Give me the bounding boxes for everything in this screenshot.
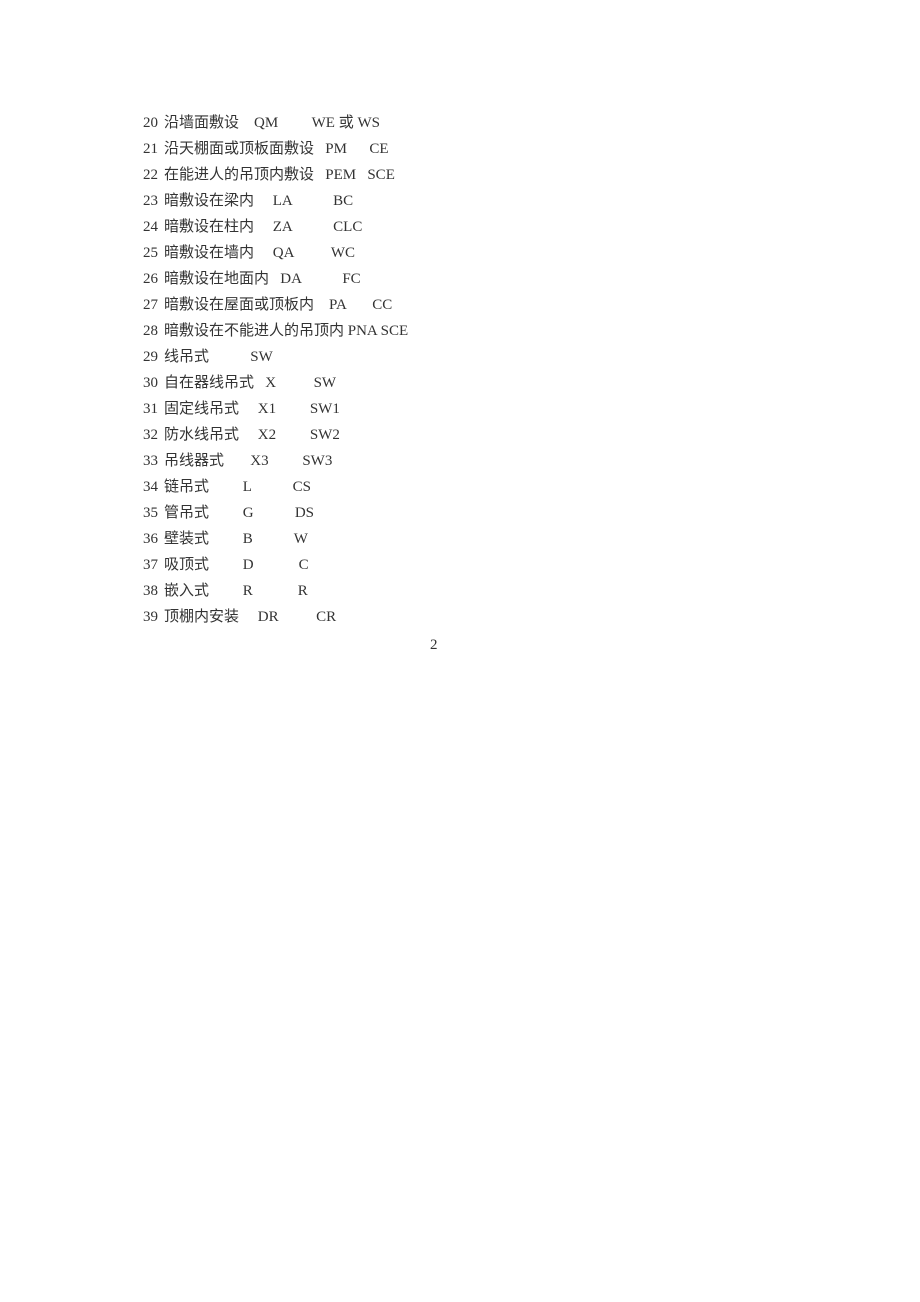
row-number: 33 [136, 448, 158, 474]
row-text: 管吊式 G DS [164, 500, 314, 526]
row-number: 37 [136, 552, 158, 578]
row-text: 壁装式 B W [164, 526, 308, 552]
row-number: 36 [136, 526, 158, 552]
row-text: 顶棚内安装 DR CR [164, 604, 336, 630]
table-row: 30自在器线吊式 X SW [136, 370, 920, 396]
row-number: 27 [136, 292, 158, 318]
table-row: 32防水线吊式 X2 SW2 [136, 422, 920, 448]
row-number: 20 [136, 110, 158, 136]
table-row: 31固定线吊式 X1 SW1 [136, 396, 920, 422]
document-content: 20沿墙面敷设 QM WE 或 WS21沿天棚面或顶板面敷设 PM CE22在能… [0, 0, 920, 630]
row-number: 28 [136, 318, 158, 344]
row-text: 链吊式 L CS [164, 474, 311, 500]
row-number: 35 [136, 500, 158, 526]
row-text: 暗敷设在地面内 DA FC [164, 266, 361, 292]
table-row: 38嵌入式 R R [136, 578, 920, 604]
row-text: 吸顶式 D C [164, 552, 309, 578]
table-row: 22在能进人的吊顶内敷设 PEM SCE [136, 162, 920, 188]
row-text: 吊线器式 X3 SW3 [164, 448, 332, 474]
row-text: 沿天棚面或顶板面敷设 PM CE [164, 136, 389, 162]
table-row: 21沿天棚面或顶板面敷设 PM CE [136, 136, 920, 162]
row-number: 39 [136, 604, 158, 630]
table-row: 33吊线器式 X3 SW3 [136, 448, 920, 474]
row-text: 防水线吊式 X2 SW2 [164, 422, 340, 448]
row-text: 暗敷设在柱内 ZA CLC [164, 214, 362, 240]
row-text: 暗敷设在墙内 QA WC [164, 240, 355, 266]
row-text: 固定线吊式 X1 SW1 [164, 396, 340, 422]
table-row: 29线吊式 SW [136, 344, 920, 370]
row-text: 自在器线吊式 X SW [164, 370, 336, 396]
row-number: 23 [136, 188, 158, 214]
table-row: 35管吊式 G DS [136, 500, 920, 526]
table-row: 39顶棚内安装 DR CR [136, 604, 920, 630]
row-number: 26 [136, 266, 158, 292]
row-text: 嵌入式 R R [164, 578, 308, 604]
row-text: 在能进人的吊顶内敷设 PEM SCE [164, 162, 395, 188]
row-number: 29 [136, 344, 158, 370]
row-text: 暗敷设在梁内 LA BC [164, 188, 353, 214]
table-row: 20沿墙面敷设 QM WE 或 WS [136, 110, 920, 136]
row-number: 30 [136, 370, 158, 396]
row-number: 22 [136, 162, 158, 188]
table-row: 27暗敷设在屋面或顶板内 PA CC [136, 292, 920, 318]
row-text: 暗敷设在不能进人的吊顶内 PNA SCE [164, 318, 408, 344]
table-row: 36壁装式 B W [136, 526, 920, 552]
row-number: 21 [136, 136, 158, 162]
table-row: 34链吊式 L CS [136, 474, 920, 500]
row-number: 38 [136, 578, 158, 604]
row-number: 32 [136, 422, 158, 448]
table-row: 23暗敷设在梁内 LA BC [136, 188, 920, 214]
row-number: 24 [136, 214, 158, 240]
row-text: 沿墙面敷设 QM WE 或 WS [164, 110, 380, 136]
table-row: 37吸顶式 D C [136, 552, 920, 578]
row-number: 34 [136, 474, 158, 500]
table-row: 28暗敷设在不能进人的吊顶内 PNA SCE [136, 318, 920, 344]
table-row: 25暗敷设在墙内 QA WC [136, 240, 920, 266]
row-text: 线吊式 SW [164, 344, 273, 370]
row-text: 暗敷设在屋面或顶板内 PA CC [164, 292, 392, 318]
row-number: 25 [136, 240, 158, 266]
page-number: 2 [430, 637, 438, 654]
table-row: 26暗敷设在地面内 DA FC [136, 266, 920, 292]
row-number: 31 [136, 396, 158, 422]
table-row: 24暗敷设在柱内 ZA CLC [136, 214, 920, 240]
